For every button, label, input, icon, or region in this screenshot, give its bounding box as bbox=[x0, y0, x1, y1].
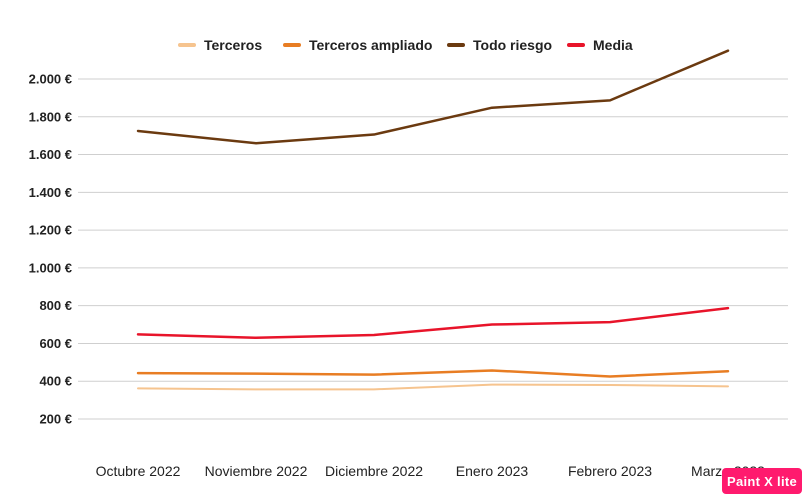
y-tick-label: 400 € bbox=[39, 374, 72, 389]
series-line bbox=[136, 49, 730, 145]
y-tick-label: 1.800 € bbox=[29, 109, 72, 124]
x-axis: Octubre 2022 Noviembre 2022 Diciembre 2022… bbox=[96, 463, 766, 479]
x-tick-label: Enero 2023 bbox=[456, 463, 529, 479]
series-line bbox=[136, 306, 730, 340]
y-tick-label: 800 € bbox=[39, 298, 72, 313]
y-tick-label: 1.200 € bbox=[29, 223, 72, 238]
x-tick-label: Febrero 2023 bbox=[568, 463, 652, 479]
series-line bbox=[136, 369, 730, 378]
legend-label: Media bbox=[593, 37, 633, 53]
legend: Terceros Terceros ampliado Todo riesgo Medi… bbox=[178, 37, 633, 53]
y-tick-label: 2.000 € bbox=[29, 72, 72, 87]
y-tick-label: 200 € bbox=[39, 412, 72, 427]
legend-label: Terceros bbox=[204, 37, 262, 53]
series-lines bbox=[136, 49, 730, 391]
y-tick-label: 1.600 € bbox=[29, 147, 72, 162]
x-tick-label: Diciembre 2022 bbox=[325, 463, 423, 479]
series-line bbox=[137, 383, 729, 391]
watermark-badge: Paint X lite bbox=[722, 468, 802, 494]
y-axis: 200 € 400 € 600 € 800 € 1.000 € 1.200 € 1.400 … bbox=[29, 72, 72, 427]
y-tick-label: 1.400 € bbox=[29, 185, 72, 200]
y-tick-label: 600 € bbox=[39, 336, 72, 351]
legend-label: Terceros ampliado bbox=[309, 37, 432, 53]
x-tick-label: Octubre 2022 bbox=[96, 463, 181, 479]
y-tick-label: 1.000 € bbox=[29, 260, 72, 275]
grid-lines bbox=[78, 78, 788, 420]
legend-label: Todo riesgo bbox=[473, 37, 552, 53]
x-tick-label: Noviembre 2022 bbox=[205, 463, 308, 479]
